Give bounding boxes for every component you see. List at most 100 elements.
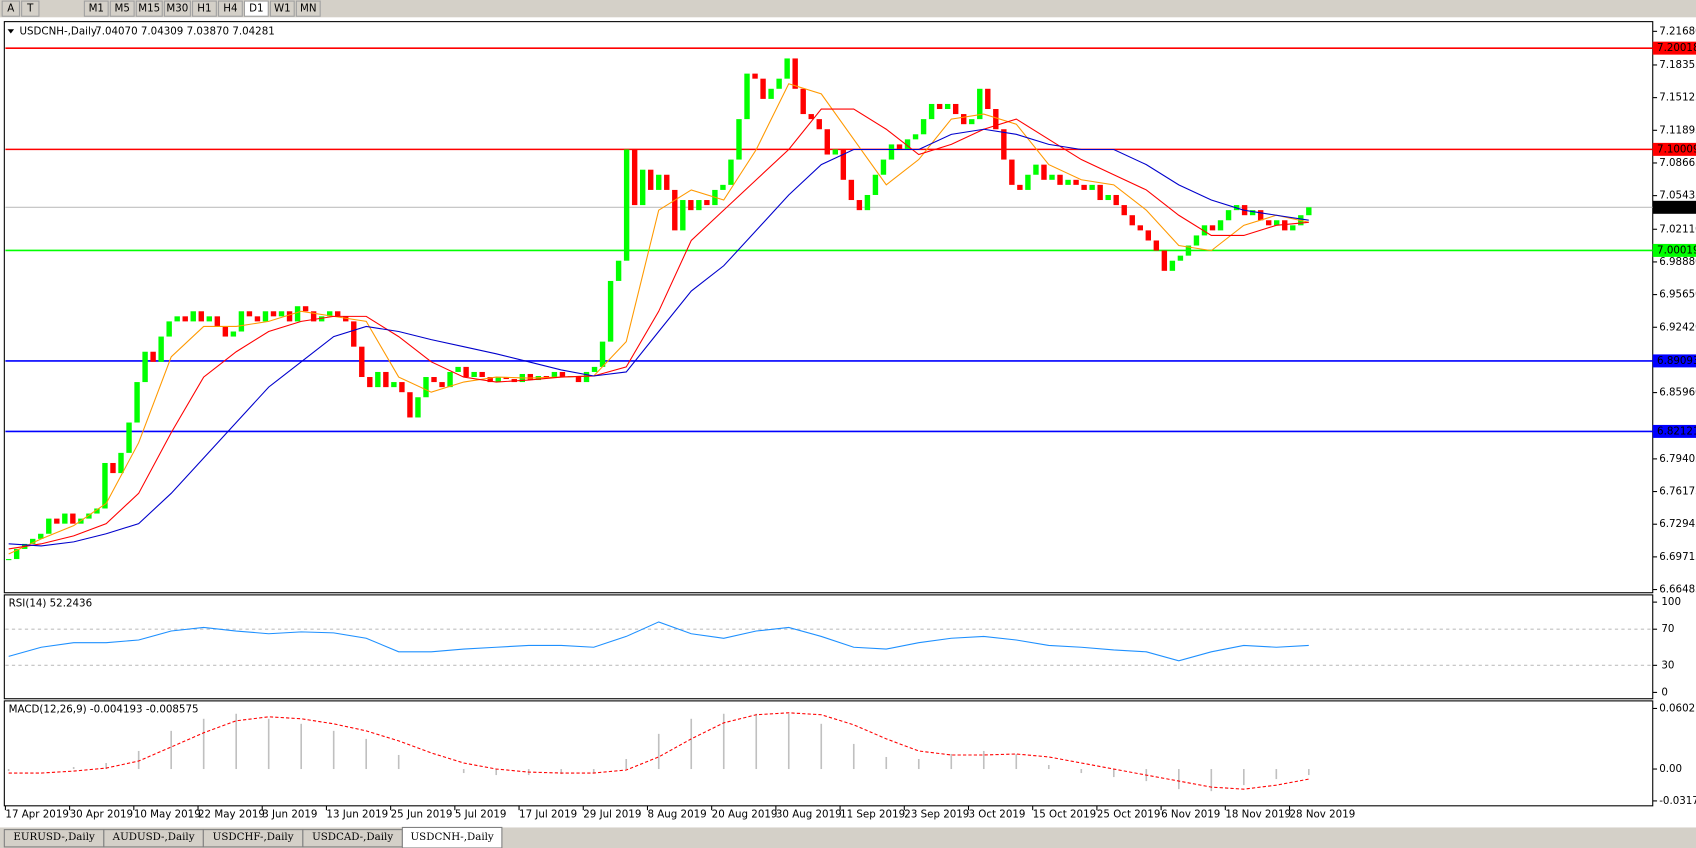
candle (928, 103, 935, 120)
candle (559, 371, 566, 378)
candle (495, 377, 501, 383)
x-tick-label: 30 Aug 2019 (776, 808, 842, 820)
level-label: 7.10009 (1657, 143, 1696, 155)
candle (551, 371, 558, 379)
moving-average (8, 83, 1309, 555)
candle (688, 200, 694, 211)
candle (270, 311, 277, 317)
candle (1282, 220, 1288, 231)
candle (1113, 194, 1119, 206)
candle (591, 366, 598, 372)
candle (969, 119, 975, 125)
toolbar-button[interactable] (295, 0, 321, 17)
y-tick-label: 6.66485 (1659, 584, 1696, 596)
x-tick-label: 17 Jul 2019 (519, 808, 577, 820)
toolbar-button[interactable] (135, 0, 163, 17)
x-tick-label: 20 Aug 2019 (712, 808, 778, 820)
main-panel (3, 21, 1654, 594)
candle (848, 179, 855, 201)
candle (920, 119, 927, 135)
candle (904, 139, 911, 150)
candle (752, 73, 758, 79)
candle (246, 311, 253, 317)
rsi-panel (3, 594, 1654, 700)
candle (126, 422, 132, 453)
candle (961, 114, 967, 125)
candle (254, 316, 261, 322)
candle (318, 316, 325, 322)
level-label-box (1652, 41, 1696, 55)
candle (302, 306, 309, 312)
y-tick-label: 0 (1661, 686, 1668, 698)
candle (1049, 174, 1055, 180)
candle (1265, 220, 1272, 226)
y-tick-label: 7.05435 (1659, 190, 1696, 202)
toolbar-label: M5 (115, 3, 130, 15)
toolbar-button[interactable] (83, 0, 109, 17)
y-tick-label: 6.92420 (1659, 321, 1696, 333)
toolbar-label: M15 (138, 3, 160, 15)
level-label: 6.89093 (1657, 355, 1696, 367)
candle (182, 316, 188, 322)
y-tick-label: 7.08665 (1659, 157, 1696, 169)
candle (1153, 240, 1160, 251)
toolbar-button[interactable] (217, 0, 243, 17)
level-label-box (1652, 243, 1696, 257)
candle (1009, 159, 1015, 185)
candle (447, 371, 453, 388)
toolbar-button[interactable] (191, 0, 217, 17)
y-tick-label: 6.95650 (1659, 289, 1696, 301)
candle (142, 351, 148, 383)
candle (375, 371, 381, 388)
toolbar-button[interactable] (1, 0, 21, 17)
candle (70, 513, 76, 524)
candle (5, 559, 12, 561)
toolbar-button[interactable] (21, 0, 40, 17)
candle (776, 78, 782, 89)
y-tick-label: 100 (1661, 596, 1681, 608)
candle (728, 159, 734, 185)
level-label-box (1652, 354, 1696, 368)
toolbar-button[interactable] (269, 0, 295, 17)
candle (102, 462, 108, 509)
toolbar-label: T (26, 3, 34, 15)
y-tick-label: -0.03172 (1659, 795, 1696, 807)
toolbar-button[interactable] (243, 0, 269, 17)
candle (672, 189, 678, 231)
y-tick-label: 6.72945 (1659, 518, 1696, 530)
candle (1033, 164, 1039, 175)
candle (1129, 215, 1135, 226)
candle (824, 129, 830, 155)
candle (1041, 164, 1047, 180)
candle (840, 149, 847, 180)
candle (214, 316, 221, 327)
chart-tab[interactable] (401, 826, 503, 848)
x-tick-label: 3 Jun 2019 (262, 808, 317, 820)
candle (383, 371, 389, 388)
y-tick-label: 6.79405 (1659, 453, 1696, 465)
toolbar-button[interactable] (109, 0, 135, 17)
candle (206, 316, 212, 322)
candle (760, 78, 766, 99)
chart-title: USDCNH-,Daily (19, 25, 96, 37)
candle (1161, 250, 1168, 271)
toolbar-button[interactable] (163, 0, 191, 17)
candle (1089, 184, 1095, 190)
y-tick-label: 30 (1661, 659, 1674, 671)
candle (736, 119, 742, 160)
candle (623, 149, 630, 261)
candle (286, 311, 293, 322)
candle (816, 119, 822, 130)
toolbar-label: H1 (197, 3, 211, 15)
candle (46, 518, 52, 534)
candle (326, 311, 333, 317)
level-label: 7.04281 (1657, 201, 1696, 213)
candle (744, 73, 750, 120)
candle (1145, 230, 1152, 241)
toolbar (0, 0, 1696, 18)
candle (704, 200, 710, 206)
candle (977, 88, 983, 120)
candle (479, 371, 485, 378)
candle (222, 326, 229, 337)
